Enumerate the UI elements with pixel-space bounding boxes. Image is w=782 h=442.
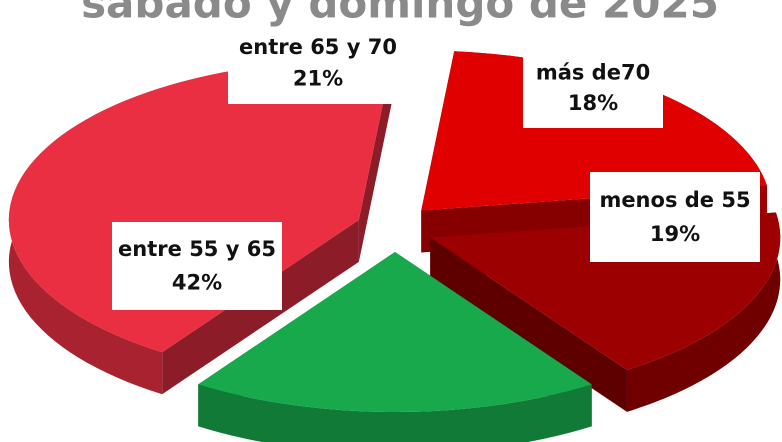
category-label: entre 65 y 70 <box>239 35 397 59</box>
slice-side <box>358 60 392 262</box>
slice-top <box>421 51 767 211</box>
slice-side <box>430 237 627 412</box>
category-label: entre 55 y 65 <box>118 237 276 261</box>
slice-wall <box>198 384 592 442</box>
label-box <box>112 222 282 310</box>
value-label: 42% <box>172 271 222 295</box>
label-box <box>228 22 408 104</box>
slice-top <box>8 59 392 353</box>
category-label: más de70 <box>536 61 650 85</box>
chart-title: sábado y domingo de 2025 <box>81 0 719 28</box>
slice-top <box>198 252 592 413</box>
slice <box>8 59 392 395</box>
value-label: 21% <box>293 66 343 90</box>
slice-wall <box>626 212 781 412</box>
category-label: menos de 55 <box>599 188 750 212</box>
value-label: 18% <box>568 91 618 115</box>
slice <box>198 252 592 442</box>
value-label: 19% <box>650 222 700 246</box>
label-box <box>590 172 760 262</box>
label-box <box>523 48 663 128</box>
